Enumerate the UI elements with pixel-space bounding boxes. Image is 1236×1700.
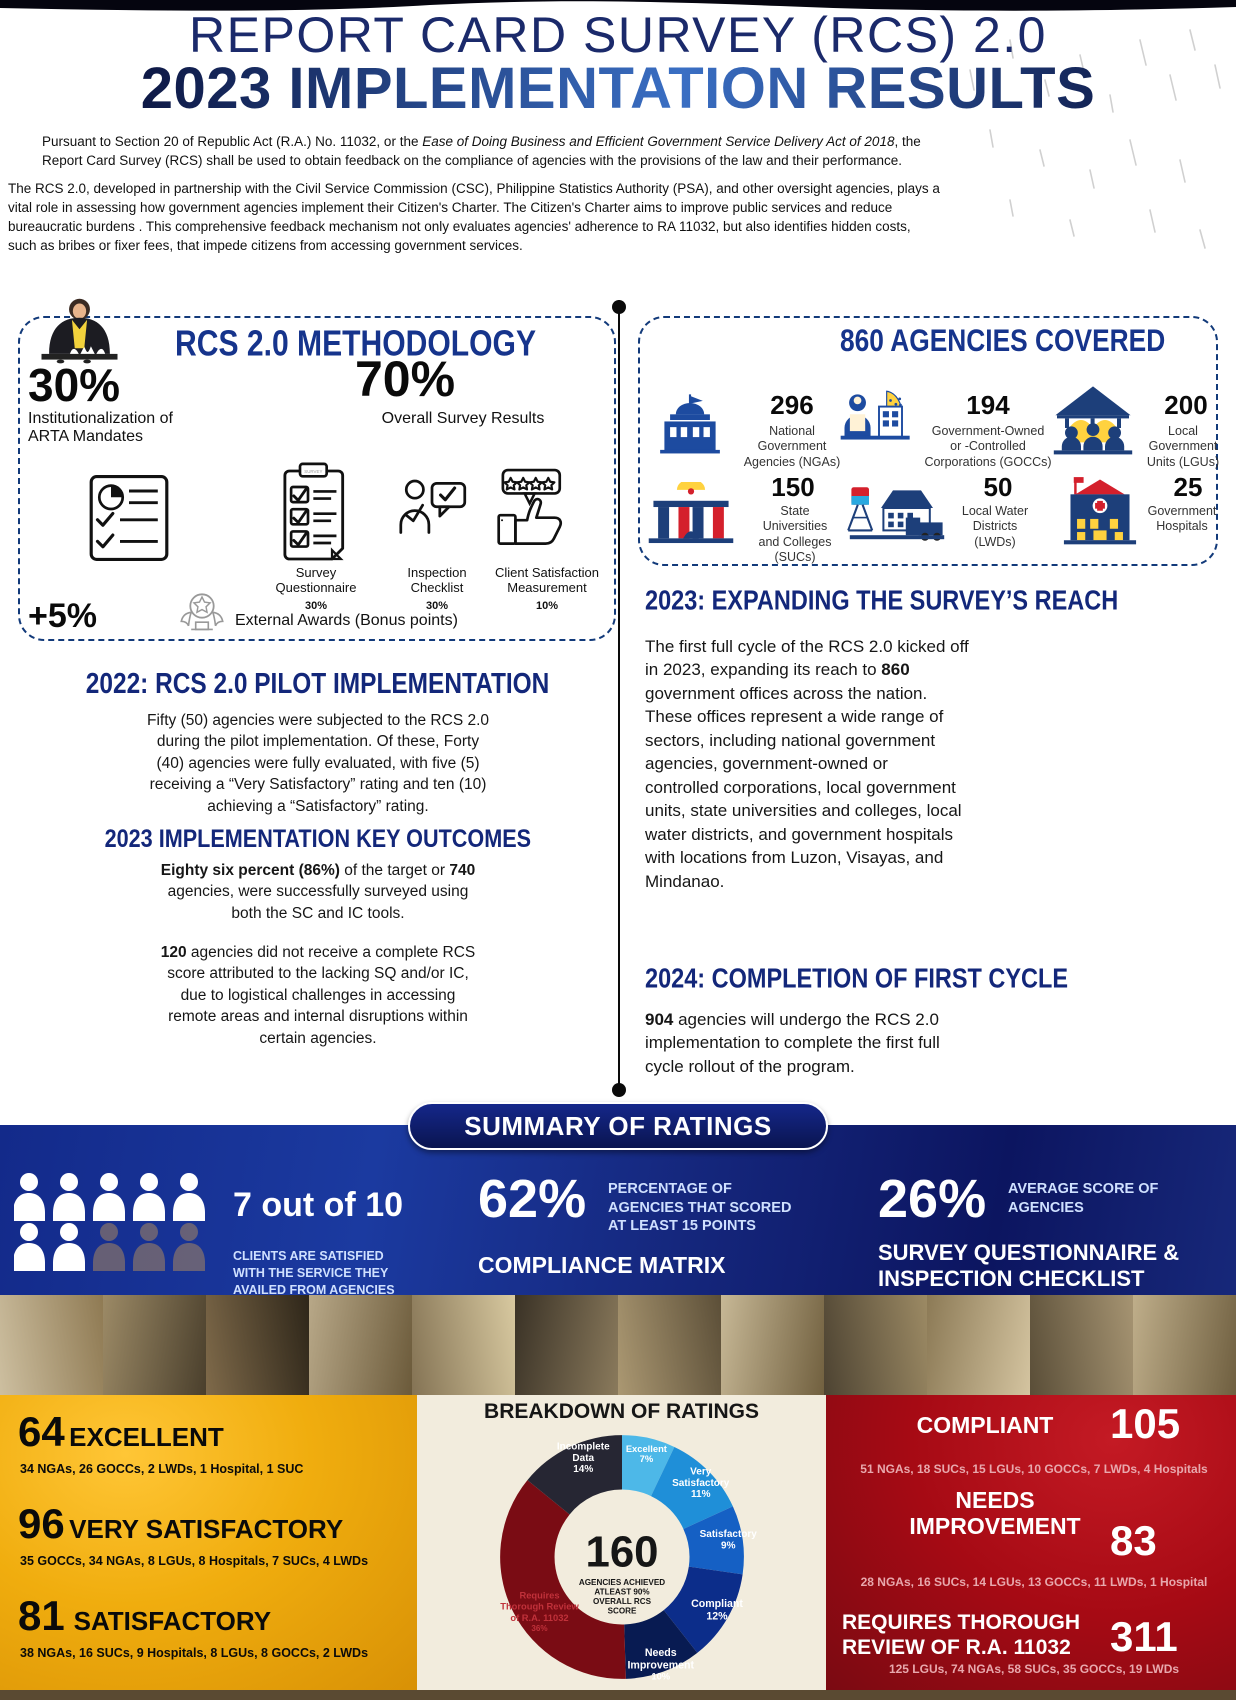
svg-text:9%: 9% xyxy=(721,1540,736,1551)
svg-text:36%: 36% xyxy=(531,1624,547,1633)
svg-text:160: 160 xyxy=(586,1527,659,1576)
svg-text:7%: 7% xyxy=(640,1454,654,1464)
svg-text:Satisfactory: Satisfactory xyxy=(700,1529,758,1540)
svg-text:10%: 10% xyxy=(651,1672,670,1682)
svg-text:14%: 14% xyxy=(573,1464,593,1475)
svg-text:11%: 11% xyxy=(691,1489,711,1500)
svg-text:Excellent: Excellent xyxy=(626,1444,667,1454)
svg-text:ATLEAST 90%: ATLEAST 90% xyxy=(594,1588,649,1597)
svg-text:of R.A. 11032: of R.A. 11032 xyxy=(510,1613,568,1623)
svg-text:Thorough Review: Thorough Review xyxy=(500,1602,579,1612)
svg-text:Data: Data xyxy=(572,1453,594,1464)
svg-text:SURVEY: SURVEY xyxy=(304,469,322,474)
svg-text:Very: Very xyxy=(690,1467,712,1478)
svg-text:12%: 12% xyxy=(706,1611,728,1623)
svg-text:AGENCIES ACHIEVED: AGENCIES ACHIEVED xyxy=(579,1578,665,1587)
svg-text:Incomplete: Incomplete xyxy=(557,1442,610,1453)
svg-text:Requires: Requires xyxy=(519,1590,559,1600)
svg-text:Improvement: Improvement xyxy=(627,1659,694,1671)
svg-text:OVERALL RCS: OVERALL RCS xyxy=(593,1597,652,1606)
svg-text:Compliant: Compliant xyxy=(691,1598,743,1610)
svg-text:Needs: Needs xyxy=(645,1647,677,1659)
svg-text:SCORE: SCORE xyxy=(608,1606,637,1615)
svg-text:Satisfactory: Satisfactory xyxy=(672,1478,730,1489)
